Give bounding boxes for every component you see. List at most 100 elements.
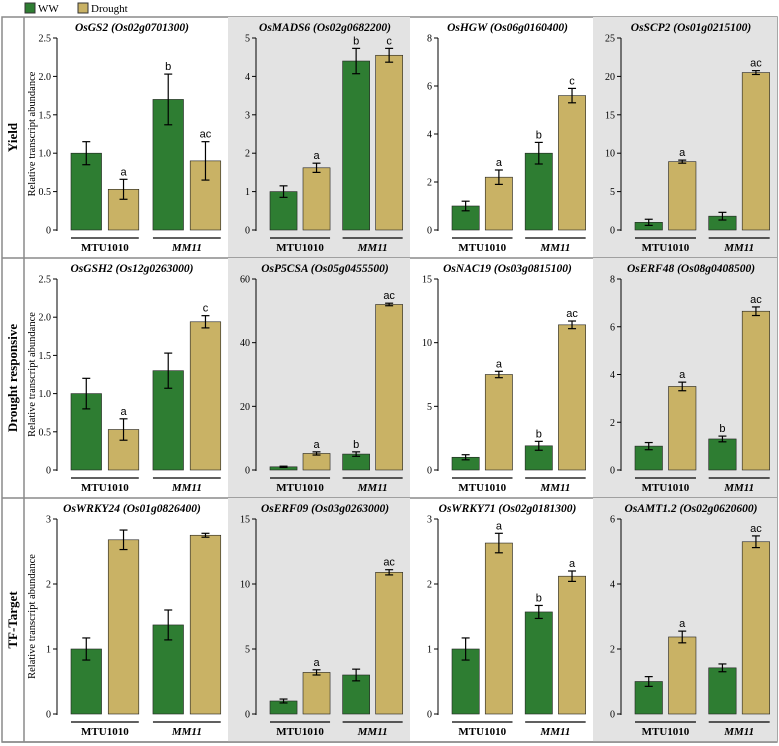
bar xyxy=(484,374,513,471)
significance-label: a xyxy=(679,618,686,630)
significance-label: ac xyxy=(383,290,395,302)
x-group-label-mm11: MM11 xyxy=(171,242,202,254)
bar xyxy=(302,167,331,231)
chart-title: OsHGW (Os06g0160400) xyxy=(447,22,568,34)
bar xyxy=(70,152,102,231)
y-tick-label: 0 xyxy=(46,466,51,477)
y-tick-label: 2 xyxy=(46,580,51,591)
legend-drought-swatch xyxy=(77,2,89,14)
x-group-label-mm11: MM11 xyxy=(357,726,388,738)
y-tick-label: 15 xyxy=(605,110,615,121)
y-tick-label: 1.0 xyxy=(39,149,52,160)
bar xyxy=(375,571,403,715)
chart-panel: OsHGW (Os06g0160400) 0 2 4 6 8 a b c MTU1010 MM11 xyxy=(427,22,586,254)
bar xyxy=(484,542,513,715)
y-tick-label: 40 xyxy=(240,338,250,349)
x-group-label-mm11: MM11 xyxy=(723,242,754,254)
bar xyxy=(375,304,403,471)
chart-panel: OsSCP2 (Os01g0215100) 0 5 10 15 20 25 a ac MTU101… xyxy=(605,22,770,254)
y-tick-label: 1.5 xyxy=(39,110,52,121)
chart-title: OsNAC19 (Os03g0815100) xyxy=(443,263,572,275)
chart-title: OsAMT1.2 (Os02g0620600) xyxy=(625,503,758,515)
x-group-label-mm11: MM11 xyxy=(357,482,388,494)
significance-label: b xyxy=(536,129,542,141)
legend-ww-swatch xyxy=(24,2,36,14)
bar xyxy=(558,95,586,231)
bar xyxy=(708,438,737,471)
significance-label: ac xyxy=(750,58,762,70)
y-tick-label: 2.5 xyxy=(39,34,52,45)
x-group-label-mm11: MM11 xyxy=(723,482,754,494)
y-tick-label: 0 xyxy=(427,710,432,721)
y-tick-label: 20 xyxy=(605,72,615,83)
y-tick-label: 0 xyxy=(245,226,250,237)
x-group-label-mtu1010: MTU1010 xyxy=(276,482,324,494)
y-tick-label: 4 xyxy=(245,72,250,83)
chart-panel: OsWRKY71 (Os02g0181300) 0 1 2 3 a b a MTU1010 MM1… xyxy=(427,503,586,738)
y-tick-label: 5 xyxy=(610,187,615,198)
y-tick-label: 6 xyxy=(427,82,432,93)
bar xyxy=(668,636,697,715)
significance-label: ac xyxy=(200,129,212,141)
y-tick-label: 8 xyxy=(610,275,615,286)
y-tick-label: 3 xyxy=(427,515,432,526)
x-group-label-mm11: MM11 xyxy=(357,242,388,254)
significance-label: ac xyxy=(750,523,762,535)
bar xyxy=(708,667,737,715)
y-axis-label: Relative transcript abundance xyxy=(27,71,38,196)
chart-panel: OsGSH2 (Os12g0263000) 0 0.5 1.0 1.5 2.0 2.5 Rel… xyxy=(27,263,222,494)
row-label: TF-Target xyxy=(5,591,20,649)
significance-label: c xyxy=(203,303,209,315)
bar xyxy=(302,672,331,715)
y-tick-label: 0 xyxy=(610,466,615,477)
significance-label: a xyxy=(120,406,127,418)
bar xyxy=(558,575,586,715)
chart-title: OsERF48 (Os08g0408500) xyxy=(627,263,755,275)
row-label: Drought responsive xyxy=(5,324,20,432)
y-tick-label: 1 xyxy=(245,187,250,198)
chart-title: OsSCP2 (Os01g0215100) xyxy=(631,22,752,34)
x-group-label-mm11: MM11 xyxy=(171,482,202,494)
y-tick-label: 60 xyxy=(240,275,250,286)
y-tick-label: 10 xyxy=(605,149,615,160)
bar xyxy=(107,539,140,715)
y-tick-label: 1.0 xyxy=(39,389,52,400)
legend: WW Drought xyxy=(24,2,128,15)
significance-label: ac xyxy=(383,557,395,569)
chart-panel: OsGS2 (Os02g0701300) 0 0.5 1.0 1.5 2.0 2.5 Rela… xyxy=(27,22,222,254)
x-group-label-mtu1010: MTU1010 xyxy=(276,242,324,254)
y-tick-label: 0 xyxy=(46,710,51,721)
significance-label: a xyxy=(569,558,576,570)
bar xyxy=(741,541,770,715)
y-tick-label: 1 xyxy=(46,645,51,656)
significance-label: b xyxy=(353,35,359,47)
chart-title: OsP5CSA (Os05g0455500) xyxy=(261,263,389,275)
y-tick-label: 2 xyxy=(245,149,250,160)
bar xyxy=(668,161,697,231)
bar xyxy=(668,386,697,471)
chart-panel: OsWRKY24 (Os01g0826400) 0 1 2 3 Relative tran… xyxy=(27,503,222,738)
x-group-label-mtu1010: MTU1010 xyxy=(81,726,129,738)
bar xyxy=(524,611,553,715)
x-group-label-mtu1010: MTU1010 xyxy=(458,482,506,494)
y-tick-label: 4 xyxy=(427,130,432,141)
significance-label: ac xyxy=(750,294,762,306)
x-group-label-mm11: MM11 xyxy=(539,726,570,738)
significance-label: c xyxy=(569,75,575,87)
x-group-label-mtu1010: MTU1010 xyxy=(458,242,506,254)
chart-panel: OsAMT1.2 (Os02g0620600) 0 2 4 6 a ac MTU1010 MM1… xyxy=(610,503,770,738)
y-tick-label: 5 xyxy=(245,645,250,656)
y-tick-label: 0.5 xyxy=(39,187,52,198)
x-group-label-mtu1010: MTU1010 xyxy=(458,726,506,738)
y-tick-label: 0 xyxy=(46,226,51,237)
significance-label: c xyxy=(386,35,392,47)
y-tick-label: 4 xyxy=(610,580,615,591)
y-tick-label: 2.0 xyxy=(39,313,52,324)
significance-label: a xyxy=(496,358,503,370)
y-tick-label: 2.5 xyxy=(39,275,52,286)
y-tick-label: 25 xyxy=(605,34,615,45)
bar xyxy=(375,54,403,231)
bar xyxy=(189,321,222,471)
y-tick-label: 0 xyxy=(427,466,432,477)
